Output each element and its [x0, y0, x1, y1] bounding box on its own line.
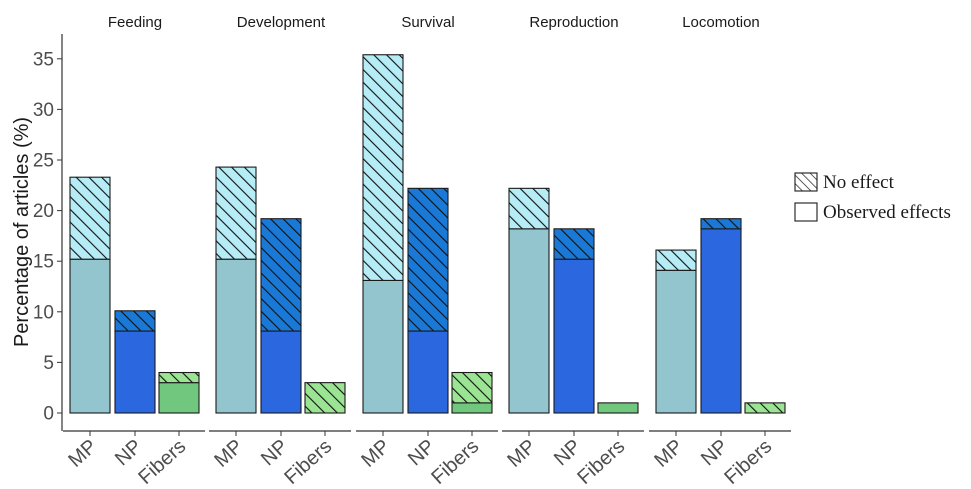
x-tick-label: Fibers — [134, 435, 190, 489]
facet-title: Feeding — [108, 14, 162, 31]
y-tick-label: 25 — [33, 151, 54, 172]
bar-segment-no-effect — [407, 187, 449, 332]
bar-fibers — [744, 402, 786, 414]
x-tick-label: MP — [357, 435, 394, 471]
legend: No effect Observed effects — [794, 172, 951, 223]
facet-title: Development — [237, 14, 326, 31]
legend-label: No effect — [823, 172, 895, 193]
bar-fibers — [158, 371, 200, 414]
y-axis: 0 5 10 15 20 25 30 35 — [33, 34, 63, 431]
bar-segment-observed-effects — [508, 228, 550, 414]
x-tick-label: Fibers — [280, 435, 336, 489]
bar-segment-no-effect — [451, 371, 493, 404]
y-tick-label: 35 — [33, 49, 54, 70]
legend-label: Observed effects — [823, 202, 951, 223]
x-tick-label: Fibers — [427, 435, 483, 489]
bar-fibers — [451, 371, 493, 414]
bar-segment-observed-effects — [69, 258, 111, 414]
bar-segment-no-effect — [260, 218, 302, 332]
bar-segment-observed-effects — [260, 330, 302, 414]
bar-np — [407, 187, 449, 414]
legend-swatch — [794, 172, 818, 192]
bar-mp — [215, 166, 257, 414]
legend-swatch — [794, 202, 818, 222]
bar-segment-observed-effects — [597, 402, 639, 414]
bar-segment-no-effect — [158, 371, 200, 384]
y-tick-label: 30 — [33, 100, 54, 121]
bar-segment-observed-effects — [451, 402, 493, 414]
y-tick-label: 10 — [33, 302, 54, 323]
bar-segment-no-effect — [700, 218, 742, 230]
bar-mp — [655, 249, 697, 414]
x-tick-label: Fibers — [573, 435, 629, 489]
y-tick-label: 5 — [43, 353, 54, 374]
bar-mp — [362, 54, 404, 414]
bar-np — [700, 218, 742, 414]
bar-mp — [508, 187, 550, 414]
x-tick-label: MP — [503, 435, 540, 471]
bar-segment-no-effect — [114, 310, 156, 332]
bar-segment-observed-effects — [655, 269, 697, 414]
x-tick-label: MP — [650, 435, 687, 471]
y-tick-label: 20 — [33, 201, 54, 222]
bar-np — [553, 228, 595, 414]
facet-titles: Feeding Development Survival Reproduction Lo… — [108, 14, 760, 31]
bar-segment-observed-effects — [215, 258, 257, 414]
x-tick-label: NP — [257, 435, 292, 470]
bar-fibers — [304, 382, 346, 414]
x-tick-label: MP — [64, 435, 101, 471]
legend-item-hatched: No effect — [794, 172, 895, 193]
bar-np — [114, 310, 156, 414]
y-tick-label: 0 — [43, 404, 54, 425]
bar-segment-observed-effects — [553, 258, 595, 414]
facet-title: Locomotion — [682, 14, 760, 31]
bar-segment-no-effect — [744, 402, 786, 414]
y-axis-title: Percentage of articles (%) — [11, 117, 33, 347]
x-tick-label: NP — [404, 435, 439, 470]
bar-segment-no-effect — [362, 54, 404, 281]
bar-segment-observed-effects — [114, 330, 156, 414]
x-tick-label: NP — [111, 435, 146, 470]
bars — [69, 54, 786, 414]
x-tick-label: NP — [697, 435, 732, 470]
bar-fibers — [597, 402, 639, 414]
facet-title: Reproduction — [529, 14, 618, 31]
y-tick-label: 15 — [33, 252, 54, 273]
bar-segment-no-effect — [553, 228, 595, 260]
bar-segment-no-effect — [304, 382, 346, 414]
bar-segment-no-effect — [215, 166, 257, 260]
bar-segment-observed-effects — [700, 228, 742, 414]
bar-segment-observed-effects — [158, 382, 200, 414]
bar-segment-no-effect — [508, 187, 550, 230]
x-tick-label: Fibers — [720, 435, 776, 489]
bar-segment-no-effect — [655, 249, 697, 271]
bar-segment-no-effect — [69, 176, 111, 260]
bar-mp — [69, 176, 111, 414]
x-tick-label: NP — [550, 435, 585, 470]
facet-title: Survival — [401, 14, 454, 31]
bar-segment-observed-effects — [362, 279, 404, 414]
bar-segment-observed-effects — [407, 330, 449, 414]
x-tick-label: MP — [210, 435, 247, 471]
bar-np — [260, 218, 302, 414]
legend-item-solid: Observed effects — [794, 202, 951, 223]
